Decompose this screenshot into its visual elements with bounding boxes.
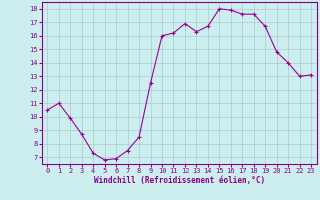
X-axis label: Windchill (Refroidissement éolien,°C): Windchill (Refroidissement éolien,°C)	[94, 176, 265, 185]
